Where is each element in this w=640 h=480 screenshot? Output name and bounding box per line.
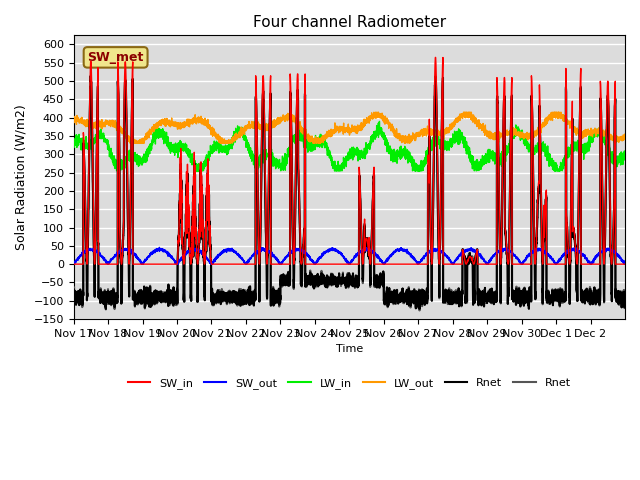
Y-axis label: Solar Radiation (W/m2): Solar Radiation (W/m2) (15, 104, 28, 250)
Legend: SW_in, SW_out, LW_in, LW_out, Rnet, Rnet: SW_in, SW_out, LW_in, LW_out, Rnet, Rnet (124, 373, 575, 393)
X-axis label: Time: Time (336, 344, 363, 354)
Title: Four channel Radiometer: Four channel Radiometer (253, 15, 446, 30)
Text: SW_met: SW_met (88, 51, 144, 64)
